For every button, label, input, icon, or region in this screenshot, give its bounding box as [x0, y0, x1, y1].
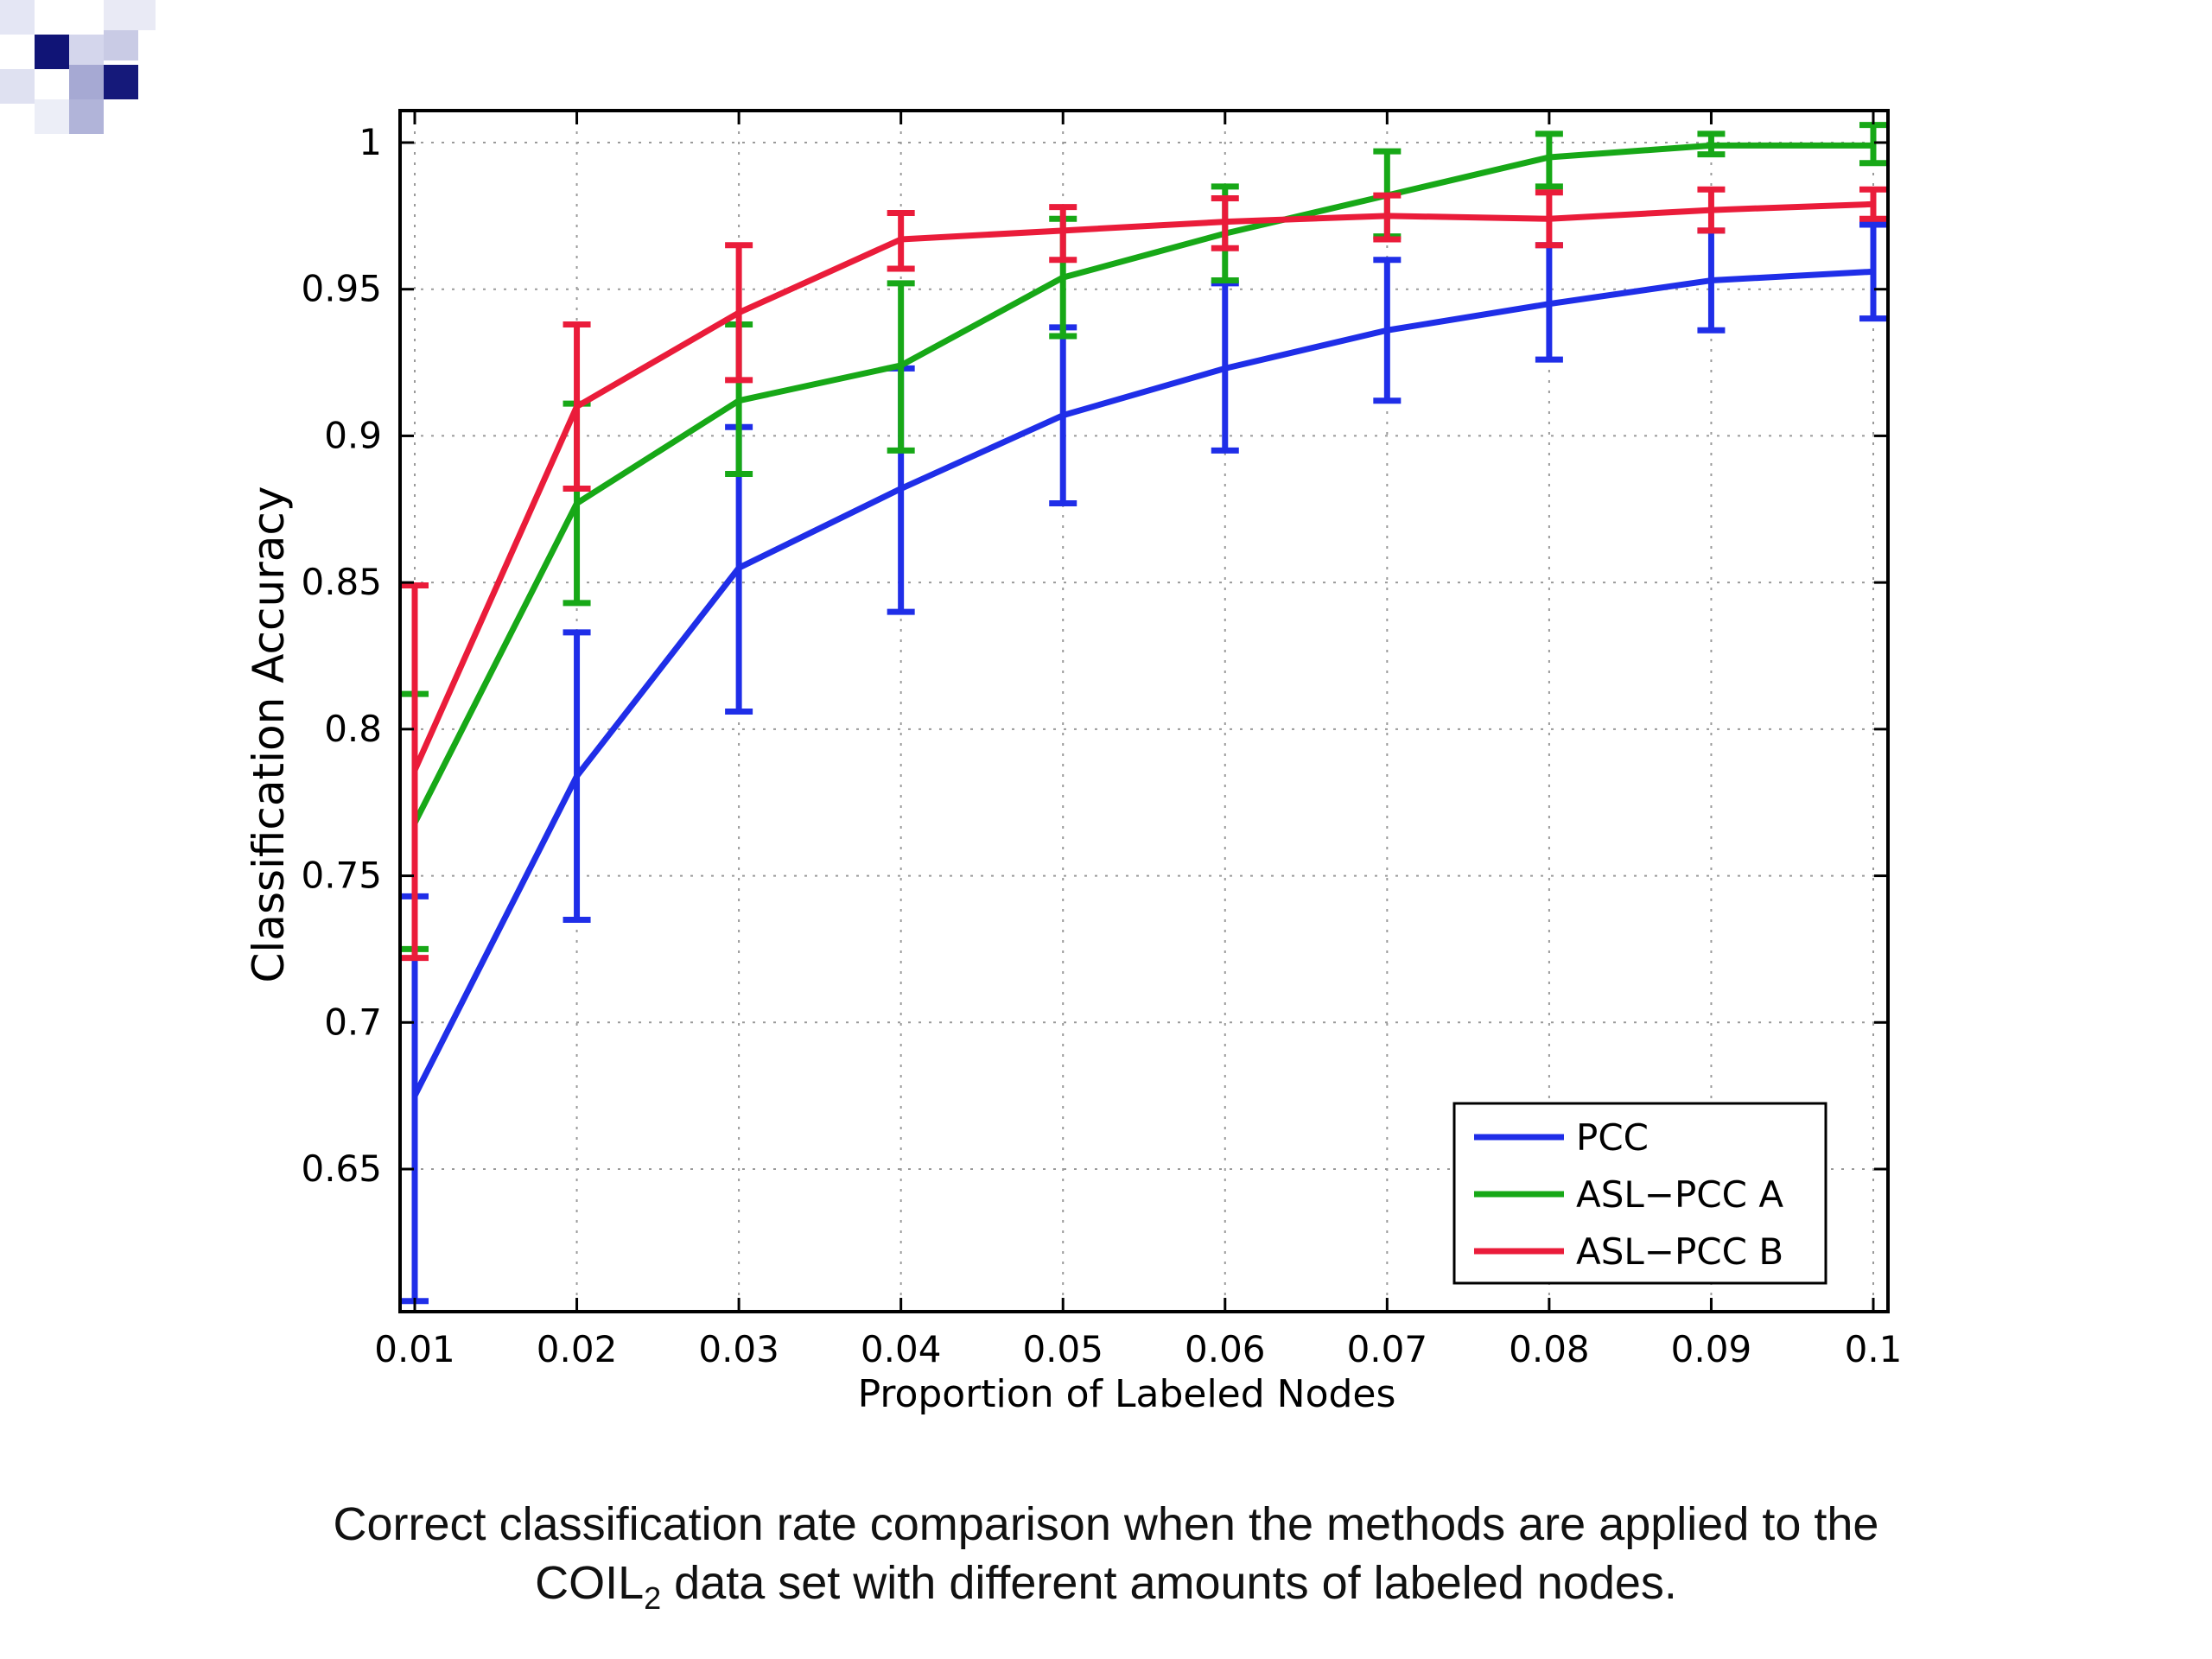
y-tick-label: 0.75 [301, 855, 382, 897]
series-line [411, 268, 1874, 1097]
series-layer [401, 122, 1887, 1305]
y-tick-label: 0.9 [324, 414, 382, 456]
legend-label: ASL−PCC A [1576, 1173, 1783, 1216]
accuracy-chart: 0.01 0.02 0.03 0.04 0.05 0.06 0.07 0.08 0.09 0.1 … [244, 109, 1902, 1416]
series-line [411, 142, 1873, 825]
legend-label: PCC [1576, 1116, 1649, 1159]
x-tick-label: 0.06 [1185, 1328, 1266, 1370]
x-tick-label: 0.07 [1347, 1328, 1428, 1370]
caption-dataset-name: COIL [535, 1557, 645, 1609]
legend: PCC ASL−PCC A ASL−PCC B [1452, 1102, 1827, 1285]
plot-frame [398, 109, 1890, 1313]
caption-line-2-rest: data set with different amounts of label… [661, 1557, 1677, 1609]
x-tick-label: 0.01 [374, 1328, 455, 1370]
series-2 [401, 122, 1887, 952]
y-tick-label: 0.85 [301, 561, 382, 603]
x-tick-label: 0.04 [861, 1328, 942, 1370]
series-line [411, 200, 1874, 772]
caption-dataset-subscript: 2 [644, 1580, 662, 1616]
series-3 [401, 186, 1887, 962]
x-tick-label: 0.03 [698, 1328, 779, 1370]
y-tick-label: 0.95 [301, 268, 382, 310]
y-tick-label: 0.7 [324, 1001, 382, 1043]
y-tick-label: 1 [359, 121, 382, 163]
figure-caption: Correct classification rate comparison w… [156, 1495, 2056, 1628]
y-axis-label: Classification Accuracy [244, 486, 294, 983]
x-tick-label: 0.05 [1022, 1328, 1103, 1370]
y-tick-label: 0.65 [301, 1147, 382, 1190]
legend-label: ASL−PCC B [1576, 1230, 1783, 1273]
x-tick-label: 0.08 [1509, 1328, 1590, 1370]
x-axis-label: Proportion of Labeled Nodes [858, 1372, 1396, 1416]
caption-line-1: Correct classification rate comparison w… [333, 1498, 1879, 1550]
x-tick-label: 0.02 [537, 1328, 618, 1370]
series-1 [401, 221, 1887, 1305]
x-tick-label: 0.09 [1671, 1328, 1752, 1370]
y-tick-label: 0.8 [324, 708, 382, 750]
x-tick-label: 0.1 [1845, 1328, 1903, 1370]
y-tick-labels: 0.65 0.7 0.75 0.8 0.85 0.9 0.95 1 [301, 121, 382, 1190]
caption-line-2: COIL2 data set with different amounts of… [156, 1554, 2056, 1628]
slide-logo [0, 0, 156, 134]
x-tick-labels: 0.01 0.02 0.03 0.04 0.05 0.06 0.07 0.08 0.09 0.1 [374, 1328, 1902, 1370]
axis-ticks [400, 111, 1888, 1312]
